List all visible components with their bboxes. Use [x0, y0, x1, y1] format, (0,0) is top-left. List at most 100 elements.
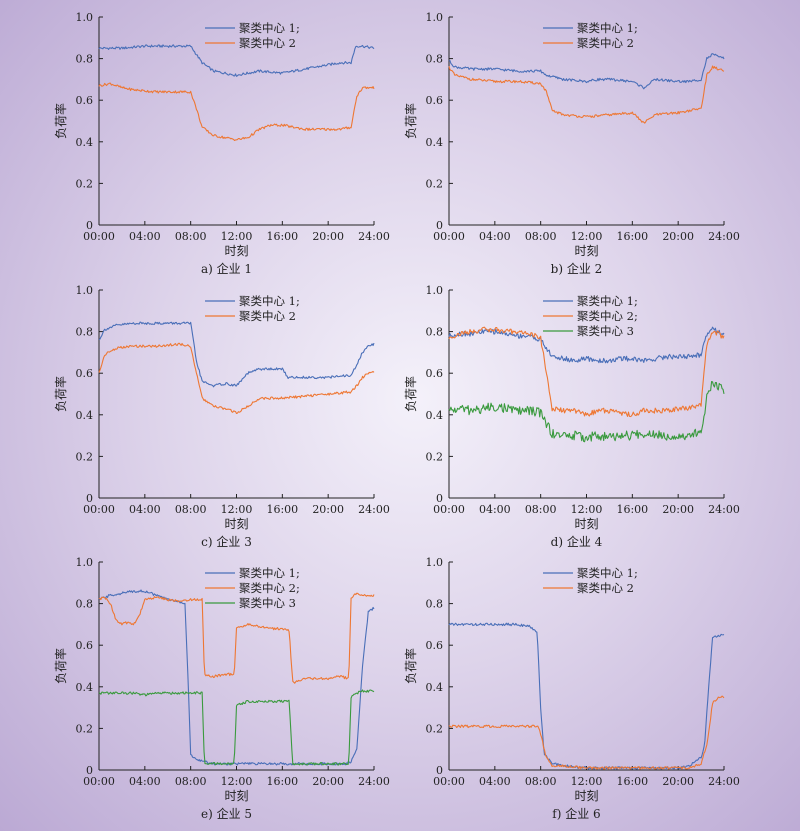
legend-entry-1: 聚类中心 1; [577, 566, 638, 580]
y-tick-label: 0 [86, 492, 93, 505]
y-axis-label: 负荷率 [53, 376, 68, 412]
series-line-1 [448, 622, 725, 770]
x-tick-label: 12:00 [221, 503, 253, 516]
x-tick-label: 04:00 [479, 230, 511, 243]
x-tick-label: 04:00 [129, 230, 161, 243]
legend-entry-3: 聚类中心 3 [239, 596, 296, 610]
legend-entry-1: 聚类中心 1; [577, 21, 638, 35]
y-tick-label: 0.4 [76, 681, 94, 694]
x-tick-label: 00:00 [433, 775, 465, 788]
legend-entry-1: 聚类中心 1; [239, 566, 300, 580]
x-tick-label: 20:00 [662, 503, 694, 516]
chart-panel-2: 0 0.2 0.4 0.6 0.8 1.0 00:00 04:00 08:00 12:00 16:0… [403, 11, 740, 276]
x-tick-label: 00:00 [83, 775, 115, 788]
y-tick-label: 0.4 [426, 136, 444, 149]
x-tick-label: 24:00 [708, 503, 740, 516]
y-tick-label: 1.0 [426, 11, 444, 24]
y-tick-label: 0.4 [76, 409, 94, 422]
x-tick-label: 12:00 [571, 503, 603, 516]
x-tick-label: 24:00 [358, 230, 390, 243]
y-tick-label: 0.2 [76, 450, 94, 463]
series-line-2 [98, 82, 375, 142]
x-tick-label: 12:00 [221, 230, 253, 243]
x-axis-label: 时刻 [574, 789, 598, 803]
y-tick-label: 0.6 [426, 94, 444, 107]
y-tick-label: 0.4 [426, 681, 444, 694]
legend-entry-1: 聚类中心 1; [239, 294, 300, 308]
series-line-2 [98, 342, 375, 415]
y-tick-label: 0.2 [426, 450, 444, 463]
x-tick-label: 16:00 [616, 503, 648, 516]
x-tick-label: 04:00 [129, 503, 161, 516]
y-tick-label: 0.8 [426, 53, 444, 66]
y-tick-label: 1.0 [76, 556, 94, 569]
x-tick-label: 00:00 [83, 230, 115, 243]
legend-entry-2: 聚类中心 2 [577, 581, 634, 595]
chart-caption: e) 企业 5 [201, 806, 252, 821]
chart-panel-4: 0 0.2 0.4 0.6 0.8 1.0 00:00 04:00 08:00 12:00 16:0… [403, 284, 740, 549]
y-tick-label: 1.0 [426, 556, 444, 569]
chart-panel-6: 0 0.2 0.4 0.6 0.8 1.0 00:00 04:00 08:00 12:00 16:0… [403, 556, 740, 821]
series-line-1 [448, 53, 725, 90]
x-tick-label: 12:00 [571, 775, 603, 788]
series-line-3 [98, 689, 375, 766]
legend-entry-1: 聚类中心 1; [239, 21, 300, 35]
x-tick-label: 12:00 [221, 775, 253, 788]
chart-caption: f) 企业 6 [552, 806, 600, 821]
x-tick-label: 00:00 [433, 503, 465, 516]
x-tick-label: 08:00 [175, 775, 207, 788]
y-tick-label: 0.2 [76, 722, 94, 735]
y-tick-label: 0 [86, 219, 93, 232]
x-tick-label: 12:00 [571, 230, 603, 243]
x-tick-label: 16:00 [266, 503, 298, 516]
y-tick-label: 0 [436, 764, 443, 777]
y-tick-label: 0.2 [426, 177, 444, 190]
x-tick-label: 04:00 [479, 503, 511, 516]
x-tick-label: 20:00 [662, 775, 694, 788]
y-tick-label: 0.8 [426, 326, 444, 339]
x-tick-label: 00:00 [433, 230, 465, 243]
x-tick-label: 24:00 [708, 775, 740, 788]
x-tick-label: 08:00 [175, 503, 207, 516]
y-tick-label: 0.4 [426, 409, 444, 422]
y-tick-label: 0 [436, 492, 443, 505]
chart-caption: a) 企业 1 [201, 261, 252, 276]
y-axis-label: 负荷率 [53, 103, 68, 139]
x-tick-label: 24:00 [358, 775, 390, 788]
series-line-1 [98, 321, 375, 388]
x-tick-label: 08:00 [525, 503, 557, 516]
y-tick-label: 0 [436, 219, 443, 232]
series-line-2 [448, 65, 725, 124]
y-tick-label: 0.8 [426, 598, 444, 611]
y-tick-label: 0.6 [76, 367, 94, 380]
series-line-1 [448, 326, 725, 364]
y-tick-label: 0.8 [76, 326, 94, 339]
x-tick-label: 16:00 [616, 775, 648, 788]
y-tick-label: 0.2 [426, 722, 444, 735]
y-tick-label: 0.2 [76, 177, 94, 190]
series-line-2 [98, 592, 375, 684]
legend-entry-2: 聚类中心 2 [239, 309, 296, 323]
y-tick-label: 0.6 [426, 639, 444, 652]
chart-caption: d) 企业 4 [551, 534, 603, 549]
y-tick-label: 0.6 [76, 639, 94, 652]
x-tick-label: 00:00 [83, 503, 115, 516]
y-axis-label: 负荷率 [53, 648, 68, 684]
y-tick-label: 1.0 [76, 11, 94, 24]
y-tick-label: 1.0 [426, 284, 444, 297]
series-line-2 [448, 695, 725, 770]
x-tick-label: 08:00 [525, 775, 557, 788]
y-tick-label: 0 [86, 764, 93, 777]
legend-entry-1: 聚类中心 1; [577, 294, 638, 308]
y-axis-label: 负荷率 [403, 648, 418, 684]
y-tick-label: 0.6 [76, 94, 94, 107]
x-tick-label: 04:00 [129, 775, 161, 788]
x-tick-label: 20:00 [312, 503, 344, 516]
x-tick-label: 16:00 [266, 775, 298, 788]
x-tick-label: 20:00 [662, 230, 694, 243]
x-tick-label: 08:00 [525, 230, 557, 243]
y-axis-label: 负荷率 [403, 376, 418, 412]
chart-panel-3: 0 0.2 0.4 0.6 0.8 1.0 00:00 04:00 08:00 12:00 16:0… [53, 284, 390, 549]
x-axis-label: 时刻 [574, 244, 598, 258]
